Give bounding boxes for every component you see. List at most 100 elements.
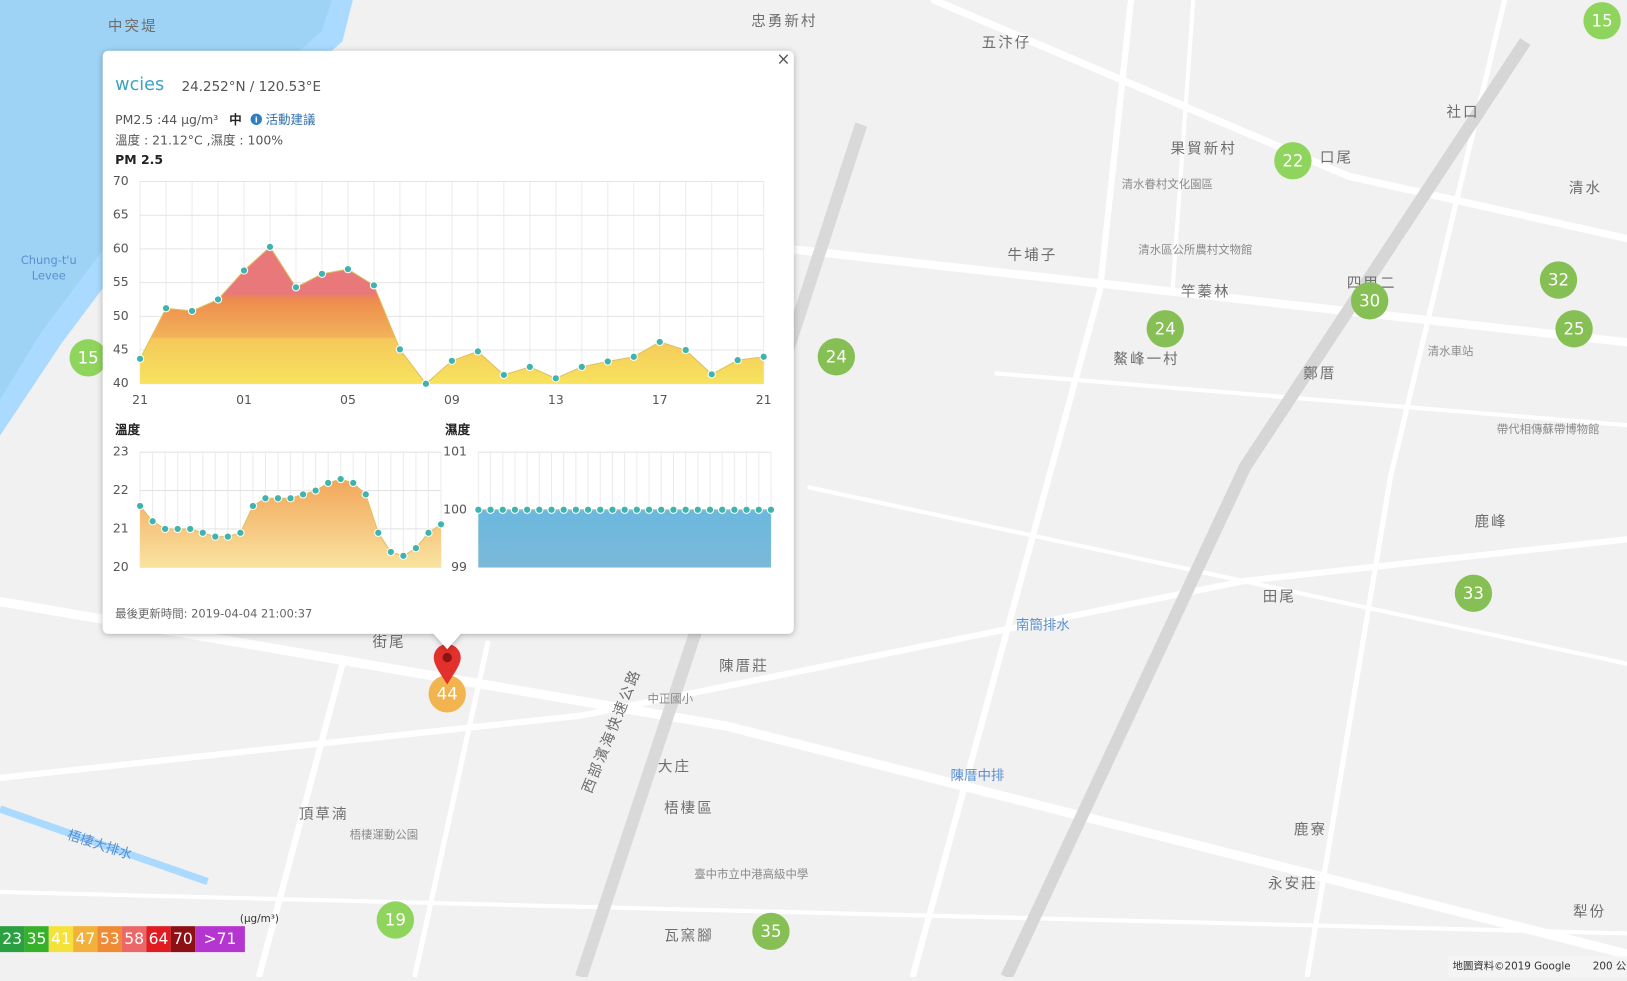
point [286,494,295,503]
advice-link[interactable]: 活動建議 [266,112,316,127]
y-tick-label: 99 [451,559,467,574]
map-label: 街尾 [373,634,406,651]
point [223,532,232,541]
x-tick-label: 21 [132,392,148,407]
point [571,505,581,514]
charts: 40 45 50 55 60 65 70 21 01 05 09 13 17 21 20 21 22 23 99 10… [113,173,776,574]
point [211,532,220,541]
marker-value: 35 [760,922,781,941]
area [140,246,764,384]
aq-marker[interactable]: 44 [428,675,466,713]
aq-marker[interactable]: 35 [752,912,790,951]
aq-marker[interactable]: 32 [1539,261,1578,299]
pm-text: PM2.5 :44 μg/m³ [115,112,218,127]
x-tick-label: 01 [236,392,252,407]
legend-swatch [48,926,74,953]
map-label: 永安莊 [1268,876,1318,893]
marker-value: 44 [437,684,458,703]
map-label: 中突堤 [108,18,158,35]
marker-value: 25 [1564,319,1585,338]
point [161,304,171,313]
point [447,356,457,365]
marker-value: 19 [385,910,406,929]
point [473,347,483,356]
point [374,528,383,537]
point [273,494,283,503]
point [742,505,751,514]
aq-marker[interactable]: 22 [1274,142,1312,180]
aq-marker[interactable]: 25 [1555,310,1593,348]
point [265,242,275,252]
x-tick-label: 09 [444,392,460,407]
marker-circle [1555,310,1593,348]
legend-swatch [146,926,171,953]
marker-value: 30 [1359,291,1380,310]
point [424,528,433,537]
aq-marker[interactable]: 15 [1583,2,1621,40]
point [499,370,509,380]
info-icon-glyph: i [255,114,258,124]
point [248,501,258,511]
point [135,501,145,511]
point [510,505,520,514]
legend-label: 64 [149,930,169,948]
point [411,543,421,553]
aq-marker[interactable]: 30 [1350,282,1389,320]
point [759,352,768,361]
legend-label: 41 [51,930,71,948]
point [198,528,207,537]
map-label: 清水眷村文化園區 [1122,177,1213,191]
y-tick-label: 22 [113,482,129,497]
legend-label: 23 [2,930,22,948]
point [343,264,353,274]
marker-circle [1274,142,1312,180]
marker-value: 24 [826,347,847,366]
y-tick-label: 100 [443,501,467,516]
aq-marker[interactable]: 15 [69,339,107,377]
close-button[interactable]: × [776,50,790,69]
point [386,547,395,557]
legend-swatch [24,926,49,953]
map-label: 竿蓁林 [1181,283,1231,300]
point [669,505,678,514]
marker-circle [1454,574,1493,612]
y-tick-label: 60 [113,240,129,255]
map-label: 鹿峰 [1474,514,1507,531]
y-tick-label: 50 [113,308,129,323]
chart-title: 濕度 [445,422,470,437]
marker-value: 24 [1155,319,1176,338]
aq-marker[interactable]: 33 [1454,574,1493,612]
weather: 溫度 : 21.12°C ,濕度 : 100% [115,133,283,148]
pin[interactable] [433,644,461,685]
point [707,370,716,379]
marker-circle [69,339,107,377]
y-tick-label: 40 [113,375,129,390]
aq-marker[interactable]: 24 [1146,310,1184,348]
point [522,505,532,514]
aq-marker[interactable]: 24 [817,338,856,376]
map-label: 鹿寮 [1294,821,1327,839]
point [436,520,446,529]
point [583,505,593,514]
y-tick-label: 20 [113,559,129,574]
aq-marker[interactable]: 19 [376,901,415,939]
point [655,337,664,347]
attribution-bg [1447,956,1627,977]
marker-value: 33 [1463,584,1484,603]
map-label: 頂草湳 [299,806,349,823]
x-tick-label: 13 [548,392,564,407]
point [213,295,223,304]
map-label: Chung-t'u [21,253,77,267]
marker-value: 15 [78,348,99,367]
point [535,505,544,514]
attribution: 地圖資料©2019 Google [1453,960,1571,973]
station-name[interactable]: wcies [115,75,164,95]
legend-unit: (μg/m³) [240,913,279,925]
point [236,528,245,537]
legend-swatch [170,926,196,953]
marker-circle [1350,282,1389,320]
point [135,354,145,363]
x-tick-label: 21 [756,392,772,407]
legend-label: 70 [173,930,193,948]
